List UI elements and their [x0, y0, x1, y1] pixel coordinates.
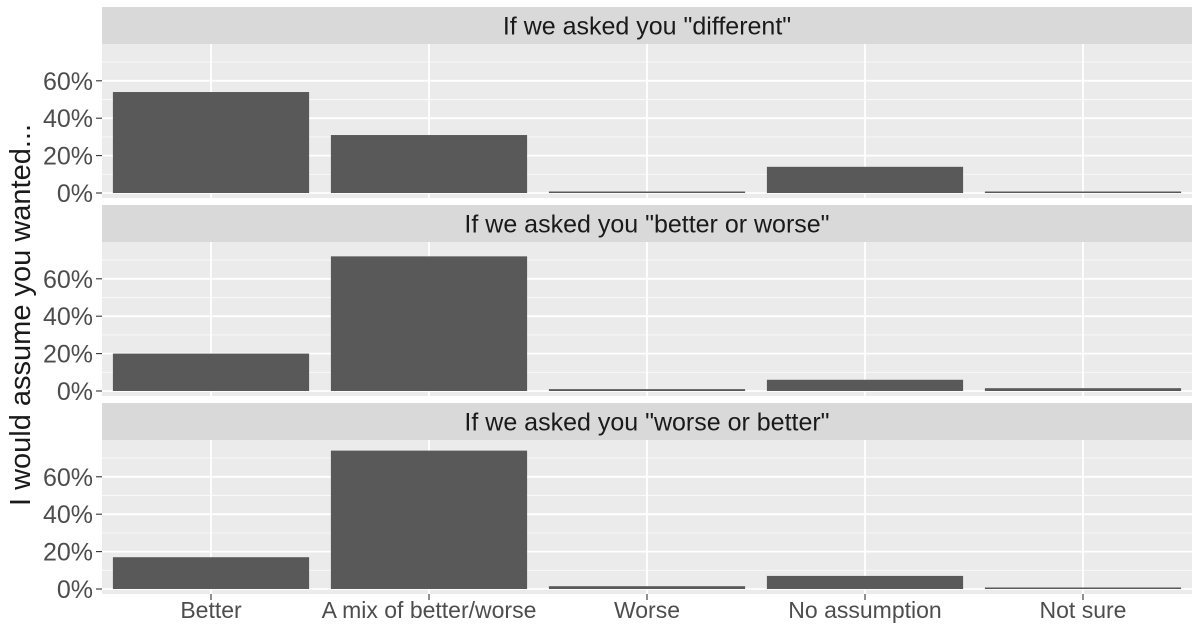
- y-tick-label: 0%: [57, 576, 93, 604]
- facet-title: If we asked you "better or worse": [464, 211, 829, 239]
- x-tick-label: Better: [180, 597, 242, 623]
- x-tick-label: Not sure: [1040, 597, 1127, 623]
- x-tick-label: No assumption: [788, 597, 941, 623]
- facet-strip: [102, 403, 1192, 440]
- bar-3-5: [984, 587, 1182, 589]
- facet-title: If we asked you "worse or better": [464, 409, 829, 437]
- bar-1-1: [112, 92, 310, 193]
- y-tick-label: 60%: [43, 266, 93, 294]
- y-tick-label: 20%: [43, 143, 93, 171]
- y-tick-label: 20%: [43, 539, 93, 567]
- y-tick-label: 0%: [57, 378, 93, 406]
- x-axis: Better A mix of better/worse Worse No assum…: [180, 594, 1126, 623]
- bar-3-3: [548, 586, 746, 589]
- bar-2-2: [330, 256, 528, 391]
- facet-panel-2: If we asked you "better or worse" 0% 20% 40…: [43, 205, 1192, 406]
- bar-3-2: [330, 450, 528, 589]
- bar-3-1: [112, 557, 310, 589]
- y-tick-label: 60%: [43, 464, 93, 492]
- facet-panel-3: If we asked you "worse or better" 0% 20% 40…: [43, 403, 1192, 604]
- y-tick-label: 60%: [43, 68, 93, 96]
- bar-3-4: [766, 575, 964, 589]
- bar-1-5: [984, 191, 1182, 193]
- y-axis-title: I would assume you wanted...: [5, 124, 37, 506]
- facet-panel-1: If we asked you "different" 0% 20% 40% 60%: [43, 7, 1192, 208]
- bar-1-2: [330, 135, 528, 193]
- y-tick-label: 0%: [57, 180, 93, 208]
- y-tick-label: 20%: [43, 341, 93, 369]
- bar-2-1: [112, 353, 310, 391]
- bar-2-5: [984, 388, 1182, 391]
- x-tick-label: Worse: [614, 597, 680, 623]
- y-tick-label: 40%: [43, 105, 93, 133]
- facet-strip: [102, 7, 1192, 44]
- bar-1-3: [548, 191, 746, 193]
- bar-1-4: [766, 166, 964, 193]
- facet-strip: [102, 205, 1192, 242]
- y-tick-label: 40%: [43, 501, 93, 529]
- y-tick-label: 40%: [43, 303, 93, 331]
- facet-title: If we asked you "different": [503, 13, 791, 41]
- bar-2-3: [548, 389, 746, 391]
- bar-2-4: [766, 379, 964, 391]
- x-tick-label: A mix of better/worse: [322, 597, 537, 623]
